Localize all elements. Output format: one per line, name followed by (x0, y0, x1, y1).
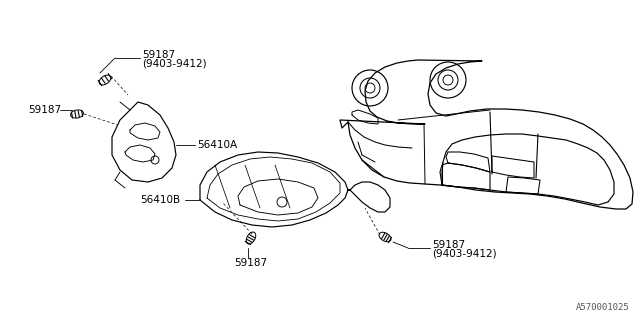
Text: 56410B: 56410B (140, 195, 180, 205)
Text: 59187: 59187 (142, 50, 175, 60)
Text: 56410A: 56410A (197, 140, 237, 150)
Text: 59187: 59187 (28, 105, 61, 115)
Text: (9403-9412): (9403-9412) (142, 58, 207, 68)
Text: A570001025: A570001025 (576, 303, 630, 312)
Text: 59187: 59187 (234, 258, 267, 268)
Text: (9403-9412): (9403-9412) (432, 249, 497, 259)
Text: 59187: 59187 (432, 240, 465, 250)
